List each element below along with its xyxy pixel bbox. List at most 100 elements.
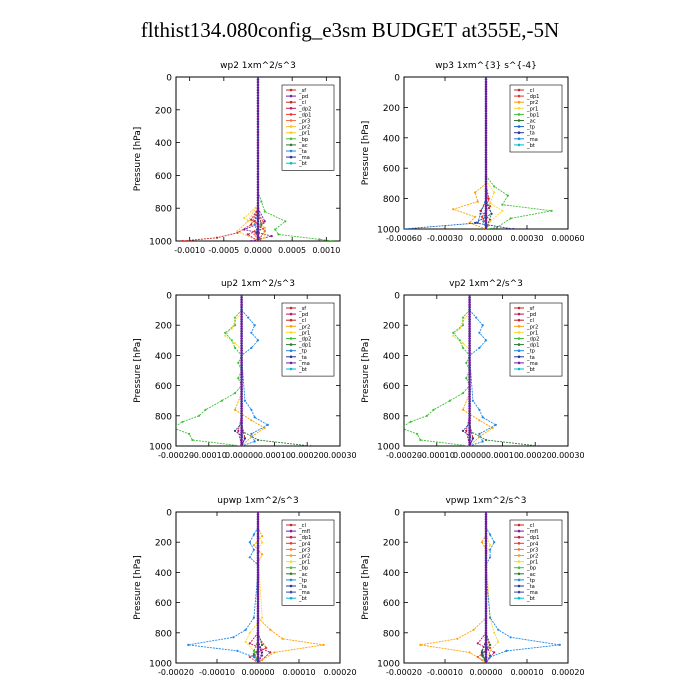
x-tick-label: 0.00010 [510,668,543,677]
legend-marker [517,367,521,371]
zero-marker [484,187,488,191]
legend-marker [289,306,293,310]
legend-marker [517,596,521,600]
data-point [277,233,280,236]
legend-marker [289,367,293,371]
legend-marker [289,88,293,92]
zero-marker [256,633,260,637]
legend-entry: _cl [526,523,534,529]
zero-marker [240,305,243,309]
legend-marker [289,325,293,328]
data-point [461,324,465,327]
zero-marker [256,220,260,223]
zero-marker [468,305,471,309]
y-tick-label: 1000 [149,238,172,248]
zero-marker [256,513,260,516]
zero-marker [468,412,471,415]
zero-marker [240,426,243,430]
data-point [478,419,481,422]
zero-marker [256,193,260,197]
zero-marker [256,138,260,142]
data-point [489,556,492,559]
legend-marker [289,578,293,582]
zero-marker [484,173,488,176]
legend-marker [517,107,521,110]
zero-marker [256,546,260,550]
zero-marker [256,94,260,97]
zero-marker [484,153,488,157]
zero-marker [468,424,471,427]
zero-marker [484,109,488,113]
zero-marker [256,607,260,610]
legend-entry: _mfl [298,529,310,535]
data-point [233,324,237,327]
legend-marker [289,560,293,563]
x-tick-label: -0.00060 [386,234,422,243]
panel-title: vp2 1xm^2/s^3 [449,279,523,289]
zero-marker [256,530,260,533]
legend-marker [517,343,521,346]
zero-marker [484,619,488,622]
zero-marker [256,99,260,102]
data-point [243,437,246,440]
y-tick-label: 800 [155,629,172,639]
x-tick-label: -0.00020 [386,668,422,677]
y-tick-label: 1000 [377,443,400,453]
legend-marker [289,337,293,340]
zero-profile [256,77,260,241]
zero-marker [484,202,488,205]
zero-marker [240,373,243,377]
zero-marker [256,648,260,651]
data-point [471,399,474,402]
y-tick-label: 400 [383,569,400,579]
zero-profile [256,512,260,663]
zero-marker [240,385,243,389]
legend-entry: _pr2 [298,554,310,560]
y-tick-label: 0 [166,292,172,302]
legend-entry: _bt [526,367,535,373]
zero-marker [256,544,260,548]
legend-marker [289,155,293,159]
zero-marker [468,385,471,389]
data-point [244,628,247,631]
zero-marker [256,602,260,606]
zero-marker [468,443,471,446]
zero-marker [256,604,260,608]
zero-marker [484,588,488,591]
y-axis-label: Pressure [hPa] [361,555,371,620]
zero-marker [256,580,260,584]
zero-marker [256,217,260,220]
zero-marker [256,204,260,207]
series-line-pr1 [485,534,499,663]
zero-marker [256,537,260,540]
legend-entry: _pr1 [526,330,538,336]
y-tick-label: 600 [155,172,172,182]
y-tick-label: 0 [394,74,400,84]
zero-marker [484,180,488,183]
legend-marker [289,312,293,316]
legend-marker [289,94,293,98]
data-point [489,205,492,208]
legend-marker [517,572,521,576]
legend-marker [289,548,293,551]
zero-marker [256,233,260,236]
data-point [490,212,493,215]
series-line-bp [253,640,259,663]
zero-marker [256,571,260,574]
data-point [250,408,253,411]
zero-marker [468,329,471,333]
zero-marker [484,648,488,651]
zero-marker [484,660,488,663]
data-point [493,191,496,194]
legend-entry: _dp1 [526,535,539,541]
legend-entry: _sf [298,88,306,94]
panel-title: vpwp 1xm^2/s^3 [445,496,526,506]
zero-marker [240,329,243,333]
zero-marker [240,436,243,439]
series-group [404,295,540,446]
series-group [404,77,553,229]
data-point [465,377,468,380]
zero-marker [256,619,260,622]
data-point [252,533,255,536]
zero-marker [484,190,488,193]
